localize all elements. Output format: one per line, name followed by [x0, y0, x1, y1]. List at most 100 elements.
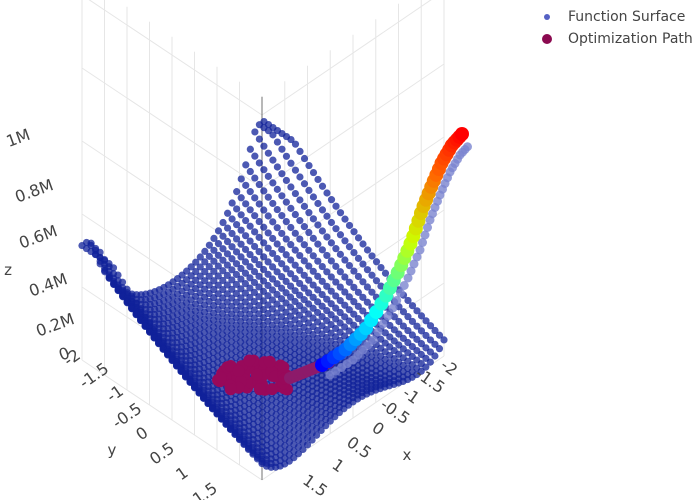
surface-point	[233, 188, 240, 195]
surface-point	[377, 264, 384, 271]
surface-point	[224, 210, 231, 217]
surface-point	[278, 212, 285, 219]
path-point	[233, 365, 245, 377]
surface-point	[359, 260, 366, 267]
surface-point	[256, 135, 263, 142]
surface-point	[328, 219, 335, 226]
surface-point	[319, 183, 326, 190]
surface-point	[350, 249, 357, 256]
surface-point	[341, 216, 348, 223]
y-tick-label: 0.5	[146, 438, 178, 468]
z-tick-label: 0.6M	[16, 221, 59, 252]
surface-point	[292, 167, 299, 174]
surface-point	[431, 352, 438, 359]
surface-point	[274, 206, 281, 213]
surface-point	[292, 141, 299, 148]
surface-point	[247, 168, 254, 175]
chart-legend: Function Surface Optimization Path	[537, 6, 700, 50]
z-tick-label: 0.4M	[26, 269, 69, 300]
surface-point	[319, 246, 326, 253]
surface-point	[310, 215, 317, 222]
surface-point	[274, 224, 281, 231]
surface-point	[305, 209, 312, 216]
surface-point	[314, 241, 321, 248]
surface-point	[274, 138, 281, 145]
surface-point	[296, 148, 303, 155]
surface-point	[265, 150, 272, 157]
surface-point	[346, 243, 353, 250]
surface-point	[305, 229, 312, 236]
surface-point	[296, 235, 303, 242]
path-shadow-point	[374, 328, 383, 337]
surface-point	[287, 160, 294, 167]
surface-point	[337, 251, 344, 258]
legend-item-function-surface[interactable]: Function Surface	[537, 6, 700, 28]
surface-point	[247, 188, 254, 195]
surface-point	[373, 258, 380, 265]
surface-point	[269, 200, 276, 207]
legend-marker-optimization-path	[542, 34, 552, 44]
surface-point	[251, 128, 258, 135]
surface-point	[355, 255, 362, 262]
surface-point	[440, 336, 447, 343]
surface-point	[242, 200, 249, 207]
surface-point	[233, 221, 240, 228]
surface-point	[278, 230, 285, 237]
surface-point	[314, 200, 321, 207]
surface-point	[292, 211, 299, 218]
surface-point	[251, 194, 258, 201]
surface-point	[337, 209, 344, 216]
surface-point	[301, 223, 308, 230]
surface-point	[269, 131, 276, 138]
y-tick-label: 1	[172, 463, 191, 484]
surface-point	[292, 230, 299, 237]
surface-point	[301, 203, 308, 210]
surface-point	[283, 177, 290, 184]
surface-point	[283, 235, 290, 242]
path-shadow-point	[379, 320, 388, 329]
surface-point	[274, 163, 281, 170]
z-tick-label: 1M	[4, 125, 33, 151]
y-tick-label: -1	[103, 381, 127, 406]
surface-point	[305, 187, 312, 194]
surface-point	[238, 175, 245, 182]
surface-point	[260, 166, 267, 173]
path-point	[251, 369, 263, 381]
x-axis-label: x	[403, 446, 412, 464]
surface-point	[364, 246, 371, 253]
surface-point	[274, 186, 281, 193]
surface-point	[251, 153, 258, 160]
surface-point	[242, 217, 249, 224]
surface-point	[256, 218, 263, 225]
surface-point	[278, 170, 285, 177]
surface-point	[269, 179, 276, 186]
surface-point	[310, 169, 317, 176]
surface-point	[332, 245, 339, 252]
surface-point	[328, 239, 335, 246]
surface-point	[323, 189, 330, 196]
surface-point	[278, 146, 285, 153]
surface-point	[328, 196, 335, 203]
surface-point	[247, 223, 254, 230]
legend-item-optimization-path[interactable]: Optimization Path	[537, 28, 700, 50]
path-point	[254, 383, 266, 395]
surface-point	[260, 187, 267, 194]
legend-label-optimization-path: Optimization Path	[568, 28, 693, 50]
surface-point	[287, 224, 294, 231]
y-tick-label: 0	[132, 423, 151, 444]
surface-point	[296, 196, 303, 203]
surface-point	[368, 252, 375, 259]
surface-point	[310, 235, 317, 242]
z-tick-label: 0.2M	[33, 309, 76, 340]
surface-point	[337, 231, 344, 238]
z-tick-label: 0.8M	[12, 175, 55, 206]
surface-point	[260, 143, 267, 150]
surface-point	[238, 194, 245, 201]
surface-point	[323, 213, 330, 220]
surface-point	[301, 155, 308, 162]
surface-point	[323, 233, 330, 240]
legend-marker-function-surface	[544, 14, 550, 20]
surface-point	[283, 199, 290, 206]
surface-point	[233, 205, 240, 212]
